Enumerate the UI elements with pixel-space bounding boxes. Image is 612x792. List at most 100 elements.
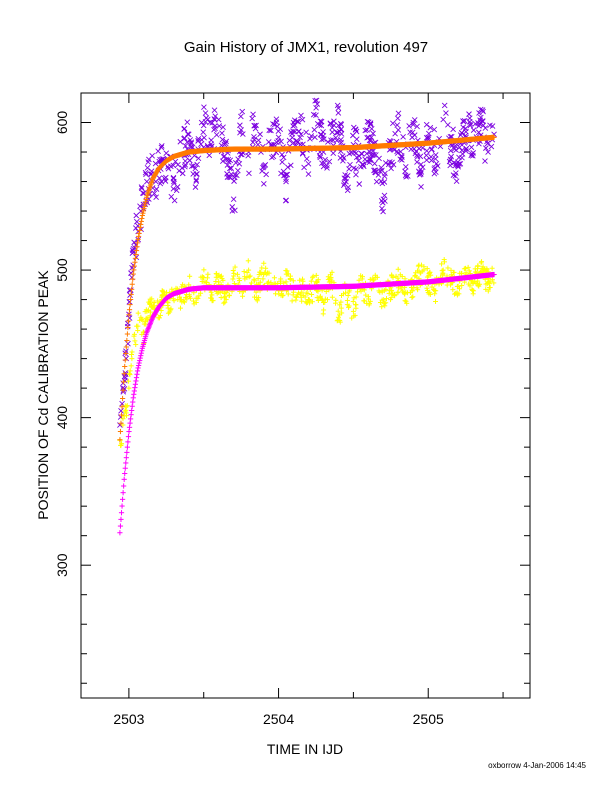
data-point (339, 153, 346, 159)
data-point (324, 162, 330, 169)
data-point (337, 302, 343, 308)
fit-point (125, 439, 131, 445)
data-point (360, 162, 366, 168)
data-point (413, 270, 419, 276)
data-point (334, 318, 340, 324)
fit-point (137, 355, 143, 361)
data-point (472, 266, 478, 272)
data-point (126, 371, 132, 377)
data-point (282, 197, 289, 204)
data-point (391, 147, 398, 153)
data-point (330, 150, 337, 156)
data-point (439, 261, 445, 267)
data-point (470, 127, 477, 133)
fit-point (126, 312, 132, 318)
data-point (362, 127, 369, 134)
fit-point (124, 331, 130, 337)
data-point (424, 285, 430, 291)
data-point (393, 273, 399, 279)
data-point (457, 270, 463, 276)
fit-point (129, 286, 135, 292)
data-point (483, 268, 489, 274)
fit-point (123, 350, 129, 357)
data-point (124, 320, 131, 327)
data-point (343, 178, 349, 185)
data-point (235, 167, 241, 174)
data-marks (117, 97, 497, 536)
data-point (365, 296, 371, 302)
data-point (338, 299, 344, 305)
fit-point (136, 233, 142, 239)
data-point (167, 309, 173, 315)
fit-point (127, 420, 133, 426)
y-axis-label: POSITION OF Cd CALIBRATION PEAK (35, 270, 51, 520)
data-point (323, 289, 329, 295)
data-point (414, 274, 420, 280)
data-point (320, 163, 327, 170)
fit-point (132, 255, 139, 261)
data-point (235, 156, 241, 162)
data-point (342, 172, 348, 178)
fit-point (125, 324, 131, 331)
data-point (254, 298, 260, 304)
data-point (451, 269, 457, 275)
data-point (275, 128, 282, 134)
data-point (388, 287, 394, 293)
data-point (192, 184, 199, 190)
data-point (458, 130, 465, 136)
data-point (469, 279, 475, 285)
data-point (242, 274, 248, 280)
data-point (134, 218, 140, 225)
data-point (381, 300, 387, 306)
data-point (128, 270, 134, 276)
data-point (120, 416, 126, 422)
data-point (402, 276, 408, 282)
data-point (268, 280, 274, 286)
data-point (237, 151, 244, 158)
data-point (128, 363, 134, 369)
data-point (220, 124, 226, 131)
data-point (163, 174, 169, 181)
data-point (395, 127, 402, 133)
data-point (150, 303, 156, 309)
data-point (126, 378, 132, 384)
data-point (193, 178, 200, 184)
data-point (184, 131, 191, 137)
data-point (126, 385, 132, 391)
data-point (152, 160, 159, 167)
data-point (132, 225, 139, 231)
data-point (442, 259, 448, 265)
data-point (329, 278, 335, 284)
fit-point (140, 208, 147, 214)
data-point (358, 150, 365, 157)
fit-point (135, 365, 141, 371)
data-point (219, 130, 225, 137)
data-point (489, 265, 495, 271)
data-point (202, 110, 209, 116)
data-point (463, 145, 470, 152)
data-point (251, 122, 258, 129)
data-point (381, 179, 388, 185)
data-point (261, 181, 267, 187)
data-point (144, 178, 150, 185)
data-point (330, 137, 336, 143)
data-point (216, 123, 223, 129)
data-point (237, 122, 243, 129)
data-point (138, 184, 145, 190)
data-point (305, 161, 312, 167)
data-point (386, 290, 392, 296)
fit-point (130, 399, 136, 405)
data-point (259, 265, 265, 271)
data-point (307, 300, 313, 306)
data-point (461, 118, 468, 124)
data-point (190, 171, 197, 177)
data-point (255, 276, 261, 282)
fit-point (133, 251, 139, 258)
data-point (172, 158, 179, 165)
data-point (127, 292, 133, 298)
data-point (209, 298, 215, 304)
data-point (284, 164, 291, 171)
data-point (209, 120, 215, 126)
fit-point (125, 434, 132, 440)
